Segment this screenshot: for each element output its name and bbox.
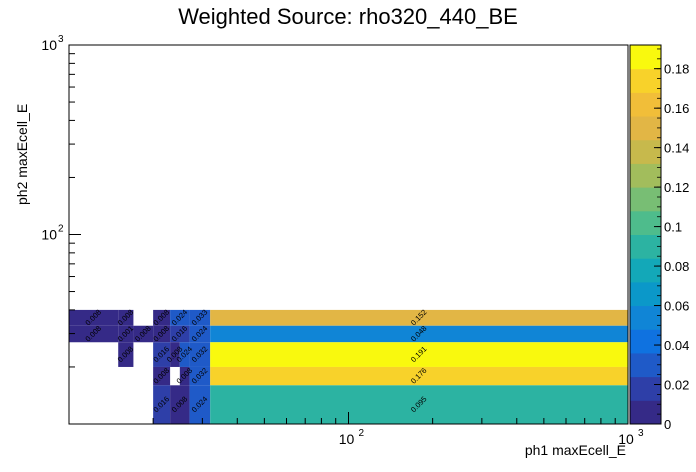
y-tick-label: 10 bbox=[41, 227, 57, 243]
colorbar-swatch bbox=[630, 139, 661, 164]
colorbar-tick-label: 0.02 bbox=[664, 378, 689, 393]
colorbar-tick-label: 0.1 bbox=[664, 220, 682, 235]
heatmap-cell bbox=[189, 342, 211, 367]
colorbar-swatch bbox=[630, 187, 661, 212]
x-tick-label: 10 bbox=[618, 431, 634, 447]
y-tick-exponent: 3 bbox=[58, 34, 64, 45]
heatmap-cell bbox=[210, 342, 628, 367]
colorbar-swatch bbox=[630, 92, 661, 117]
colorbar-swatch bbox=[630, 210, 661, 235]
heatmap-cell bbox=[170, 309, 190, 326]
colorbar-swatch bbox=[630, 305, 661, 330]
heatmap-cell bbox=[210, 309, 628, 326]
y-tick-label: 10 bbox=[41, 37, 57, 53]
heatmap-cell bbox=[210, 325, 628, 343]
colorbar-swatch bbox=[630, 45, 661, 70]
colorbar-frame bbox=[629, 44, 662, 425]
heatmap-cell bbox=[153, 385, 171, 424]
heatmap-cell bbox=[153, 366, 171, 386]
heatmap-cell bbox=[118, 342, 134, 367]
heatmap-cell bbox=[153, 342, 171, 367]
heatmap-cell bbox=[189, 366, 211, 386]
heatmap-cell bbox=[179, 342, 190, 367]
colorbar-swatch bbox=[630, 376, 661, 401]
colorbar-swatch bbox=[630, 116, 661, 141]
heatmap-cell bbox=[69, 325, 119, 343]
colorbar-tick-label: 0.16 bbox=[664, 101, 689, 116]
heatmap-cell bbox=[69, 309, 119, 326]
colorbar-swatch bbox=[630, 400, 661, 425]
heatmap-cell bbox=[170, 385, 190, 424]
x-tick-label: 10 bbox=[339, 431, 355, 447]
colorbar-swatch bbox=[630, 163, 661, 188]
heatmap-cell bbox=[210, 366, 628, 386]
colorbar-swatch bbox=[630, 329, 661, 354]
heatmap-cell bbox=[189, 385, 211, 424]
colorbar-tick-label: 0.08 bbox=[664, 259, 689, 274]
heatmap-cell bbox=[189, 309, 211, 326]
y-axis-label: ph2 maxEcell_E bbox=[14, 103, 30, 205]
y-tick-exponent: 2 bbox=[58, 224, 64, 235]
colorbar-swatch bbox=[630, 281, 661, 307]
colorbar-swatch bbox=[630, 68, 661, 93]
colorbar-tick-label: 0.06 bbox=[664, 299, 689, 314]
colorbar-swatch bbox=[630, 258, 661, 283]
colorbar-tick-label: 0.14 bbox=[664, 141, 689, 156]
x-tick-exponent: 2 bbox=[359, 428, 365, 439]
colorbar-swatch bbox=[630, 234, 661, 259]
colorbar-swatch bbox=[630, 352, 661, 378]
heatmap-cell bbox=[170, 325, 190, 343]
heatmap-cell bbox=[153, 309, 171, 326]
heatmap-cell bbox=[170, 342, 180, 367]
heatmap-cell bbox=[189, 325, 211, 343]
heatmap-cell bbox=[133, 325, 154, 343]
heatmap-cell bbox=[179, 366, 190, 386]
chart-title: Weighted Source: rho320_440_BE bbox=[178, 4, 518, 29]
x-tick-exponent: 3 bbox=[638, 428, 644, 439]
colorbar-tick-label: 0 bbox=[664, 417, 671, 432]
heatmap-cell bbox=[153, 325, 171, 343]
colorbar-tick-label: 0.18 bbox=[664, 62, 689, 77]
colorbar-tick-label: 0.04 bbox=[664, 338, 689, 353]
colorbar-tick-label: 0.12 bbox=[664, 180, 689, 195]
heatmap-cell bbox=[118, 325, 134, 343]
heatmap-cell bbox=[118, 309, 134, 326]
x-axis-label: ph1 maxEcell_E bbox=[524, 442, 626, 458]
heatmap-cell bbox=[210, 385, 628, 424]
